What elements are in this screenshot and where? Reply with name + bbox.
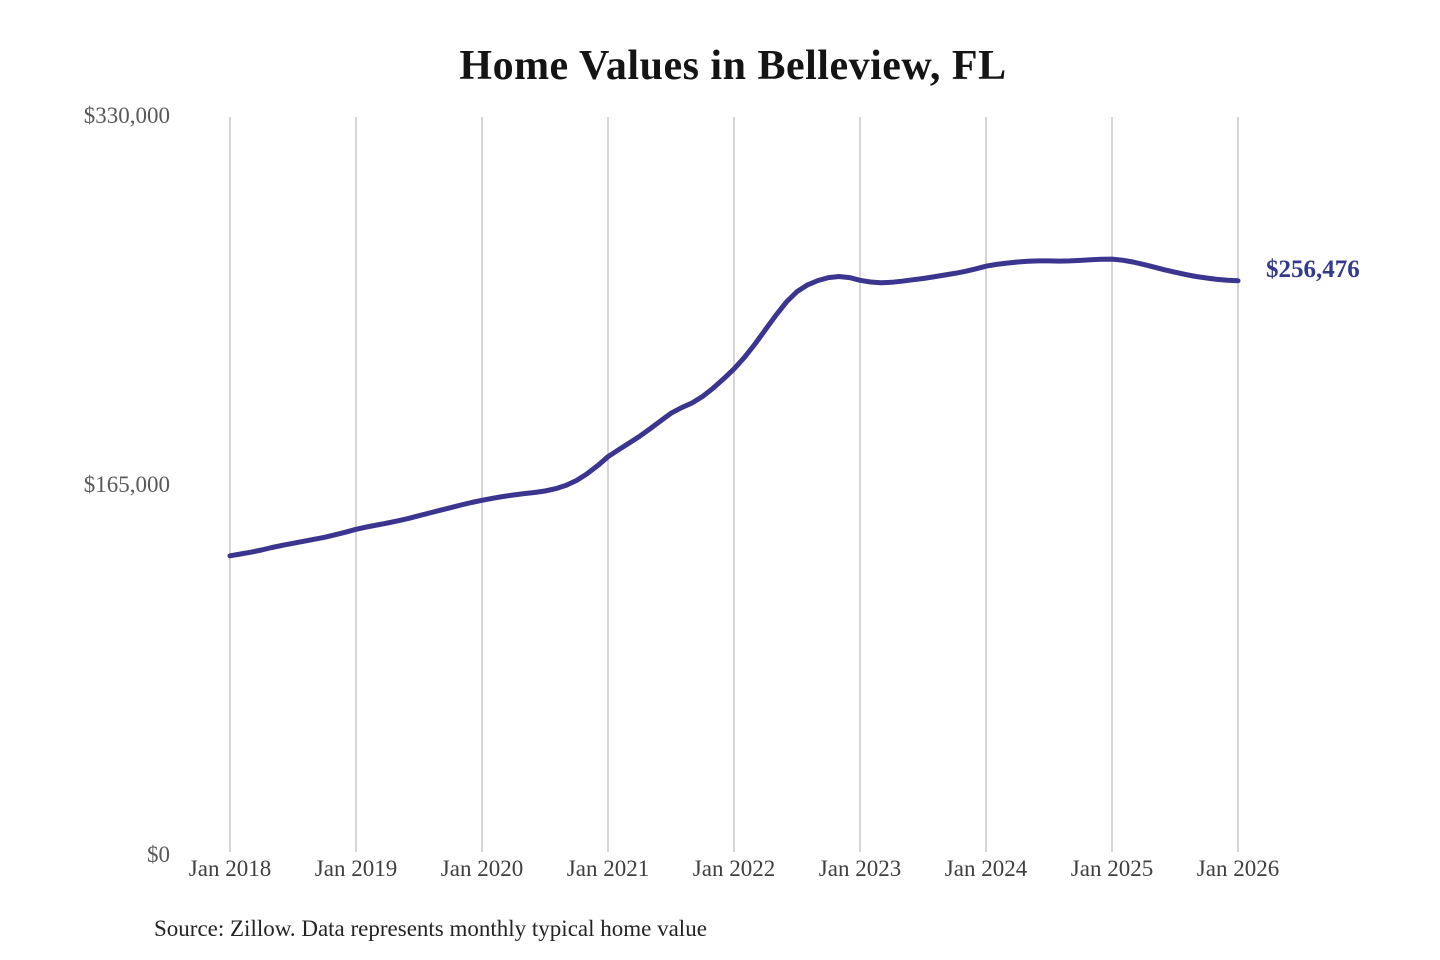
current-value-label: $256,476 [1266,256,1360,283]
x-tick-jan-2021: Jan 2021 [566,856,650,881]
x-tick-jan-2018: Jan 2018 [188,856,272,881]
y-tick-0: $0 [147,842,170,867]
x-tick-jan-2023: Jan 2023 [818,856,902,881]
x-tick-jan-2026: Jan 2026 [1196,856,1280,881]
x-tick-jan-2024: Jan 2024 [944,856,1028,881]
home-value-line [227,256,1241,559]
chart-title: Home Values in Belleview, FL [459,43,1007,89]
x-tick-jan-2022: Jan 2022 [692,856,776,881]
x-tick-jan-2020: Jan 2020 [440,856,524,881]
y-tick-165000: $165,000 [83,472,170,497]
x-tick-jan-2025: Jan 2025 [1070,856,1154,881]
x-tick-jan-2019: Jan 2019 [314,856,398,881]
source-note: Source: Zillow. Data represents monthly … [154,916,707,941]
y-tick-330000: $330,000 [83,103,170,128]
gridlines [229,117,1239,852]
